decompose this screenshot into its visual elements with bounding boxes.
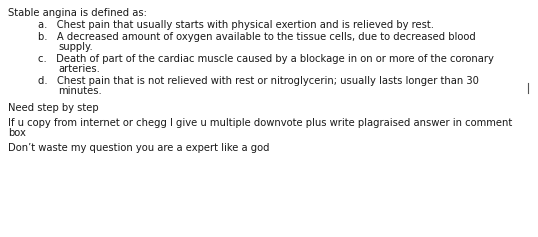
Text: Stable angina is defined as:: Stable angina is defined as: bbox=[8, 8, 147, 18]
Text: supply.: supply. bbox=[58, 42, 93, 52]
Text: minutes.: minutes. bbox=[58, 86, 102, 96]
Text: If u copy from internet or chegg I give u multiple downvote plus write plagraise: If u copy from internet or chegg I give … bbox=[8, 118, 512, 128]
Text: b.   A decreased amount of oxygen available to the tissue cells, due to decrease: b. A decreased amount of oxygen availabl… bbox=[38, 32, 476, 42]
Text: arteries.: arteries. bbox=[58, 64, 100, 74]
Text: box: box bbox=[8, 128, 26, 138]
Text: a.   Chest pain that usually starts with physical exertion and is relieved by re: a. Chest pain that usually starts with p… bbox=[38, 20, 434, 30]
Text: Don’t waste my question you are a expert like a god: Don’t waste my question you are a expert… bbox=[8, 143, 270, 153]
Text: d.   Chest pain that is not relieved with rest or nitroglycerin; usually lasts l: d. Chest pain that is not relieved with … bbox=[38, 76, 479, 86]
Text: Need step by step: Need step by step bbox=[8, 103, 98, 113]
Text: c.   Death of part of the cardiac muscle caused by a blockage in on or more of t: c. Death of part of the cardiac muscle c… bbox=[38, 54, 494, 64]
